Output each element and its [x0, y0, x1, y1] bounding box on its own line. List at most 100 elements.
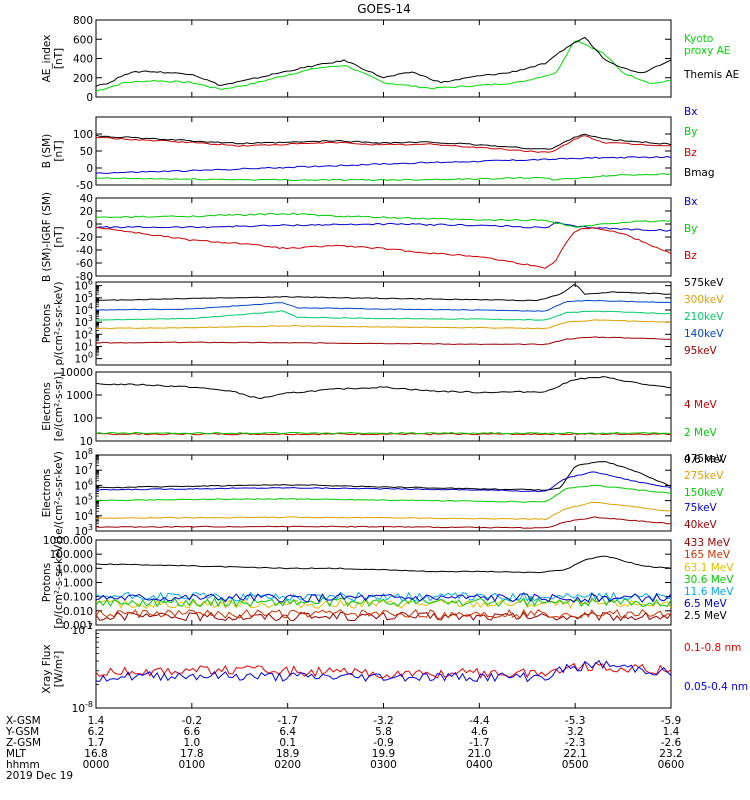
orbit-row-value: 0100 [178, 759, 205, 771]
y-axis-label: [nT] [53, 48, 65, 69]
orbit-row-value: 21.0 [468, 748, 491, 760]
legend-label: 300keV [684, 294, 724, 306]
y-axis-label: Xray Flux [41, 644, 53, 693]
legend-label: 11.6 MeV [684, 586, 734, 598]
y-axis-label: [p/(cm²-s-sr-keV)] [53, 536, 65, 628]
series-line-95kev [96, 336, 671, 346]
legend-label: 4 MeV [684, 399, 718, 411]
y-tick-label: 1000.000 [43, 535, 93, 547]
y-axis-label: [nT] [53, 140, 65, 161]
series-line-bz [96, 135, 671, 153]
y-tick-label: 0.100 [63, 592, 93, 604]
legend-label: Kyoto [684, 33, 713, 45]
panel-bsm: -50 0 50 100 B (SM) [nT] Bx By Bz Bmag [41, 106, 715, 192]
y-tick-label: 100.000 [50, 549, 93, 561]
legend-label: 433 MeV [684, 537, 731, 549]
panel-protons2: 0.001 0.010 0.100 1.000 10.000 100.000 1000.00… [41, 535, 734, 632]
legend-label: 210keV [684, 311, 724, 323]
y-axis-label: e/(cm²-s-sr-keV) [53, 451, 65, 535]
y-tick-label: -40 [76, 245, 93, 257]
panel-frame [95, 629, 672, 709]
panel-frame [95, 371, 672, 442]
orbit-row-value: 1.7 [88, 737, 105, 749]
orbit-row-label: hhmm [6, 759, 40, 771]
orbit-row-value: 6.4 [279, 726, 296, 738]
orbit-row-value: -1.7 [469, 737, 490, 749]
orbit-row-value: 0200 [274, 759, 301, 771]
legend-label: By [684, 126, 697, 138]
series-line-bx [96, 155, 671, 174]
orbit-row-value: 3.2 [567, 726, 584, 738]
orbit-row-value: 4.6 [471, 726, 488, 738]
y-axis-label: Protons [41, 304, 53, 343]
series-line-0-05-0-4-nm [96, 659, 671, 683]
y-tick-label: 0 [86, 92, 93, 104]
series-line-6-5-mev [96, 593, 671, 603]
legend-label: Themis AE [683, 69, 739, 81]
series-line-275kev [96, 501, 671, 521]
y-tick-label: 100 [73, 413, 93, 425]
orbit-row-value: 6.2 [88, 726, 105, 738]
orbit-row-value: -3.2 [373, 715, 394, 727]
y-axis-label: Electrons [41, 469, 53, 518]
legend-label: 75keV [684, 502, 718, 514]
panel-frame [95, 19, 672, 98]
y-tick-label: 600 [73, 34, 93, 46]
series-line-11-6-mev [96, 591, 671, 603]
y-tick-label: 0.001 [63, 620, 93, 632]
legend-label: 2 MeV [684, 427, 718, 439]
series-line-165-mev [96, 608, 671, 619]
panel-xray: 10-8 10-7 Xray Flux [W/m²] 0.1-0.8 nm 0.05-0.… [41, 622, 748, 715]
y-tick-label: 0 [86, 163, 93, 175]
orbit-row-value: -4.4 [469, 715, 490, 727]
series-line-140kev [96, 299, 671, 312]
y-tick-label: 1000 [66, 390, 93, 402]
y-tick-label: 10-8 [72, 700, 93, 715]
legend-label: 475keV [684, 453, 724, 465]
y-tick-label: -60 [76, 258, 93, 270]
y-axis-label: B (SM) [41, 134, 53, 168]
legend-label: Bx [684, 106, 697, 118]
orbit-row-value: -2.3 [565, 737, 586, 749]
orbit-row-value: 0600 [658, 759, 685, 771]
y-tick-label: 104 [75, 508, 93, 523]
legend-label: Bz [684, 147, 697, 159]
legend-label: Bmag [684, 167, 715, 179]
y-axis-label: [e/(cm²-s-sr)] [53, 372, 65, 441]
orbit-row-value: 0.1 [279, 737, 296, 749]
y-tick-label: -50 [76, 180, 93, 192]
series-line-themis-ae [96, 36, 671, 87]
series-line-0-6-mev [96, 376, 671, 400]
legend-label: 30.6 MeV [684, 574, 734, 586]
orbit-row-value: -1.7 [277, 715, 298, 727]
legend-label: 63.1 MeV [684, 562, 734, 574]
y-axis-label: AE_index [41, 35, 53, 83]
orbit-row-label: Z-GSM [6, 737, 41, 749]
y-tick-label: -80 [76, 271, 93, 283]
y-tick-label: 50 [80, 146, 93, 158]
orbit-row-value: -5.9 [661, 715, 682, 727]
legend-label: 150keV [684, 487, 724, 499]
legend-label: 40keV [684, 519, 718, 531]
legend-label: 0.05-0.4 nm [684, 681, 748, 693]
series-line-63-1-mev [96, 598, 671, 610]
series-line-bmag [96, 133, 671, 150]
y-tick-label: 200 [73, 73, 93, 85]
orbit-row-value: -5.3 [565, 715, 586, 727]
series-line-0-1-0-8-nm [96, 661, 671, 680]
y-axis-label: B (SM)-IGRF (SM) [41, 192, 53, 282]
orbit-row-value: 16.8 [84, 748, 107, 760]
series-line-by [96, 212, 671, 228]
series-line-475kev [96, 461, 671, 491]
legend-label: By [684, 223, 697, 235]
legend-label: 275keV [684, 470, 724, 482]
orbit-row-value: 0300 [370, 759, 397, 771]
orbit-row-value: 0500 [562, 759, 589, 771]
orbit-row-value: 5.8 [375, 726, 392, 738]
